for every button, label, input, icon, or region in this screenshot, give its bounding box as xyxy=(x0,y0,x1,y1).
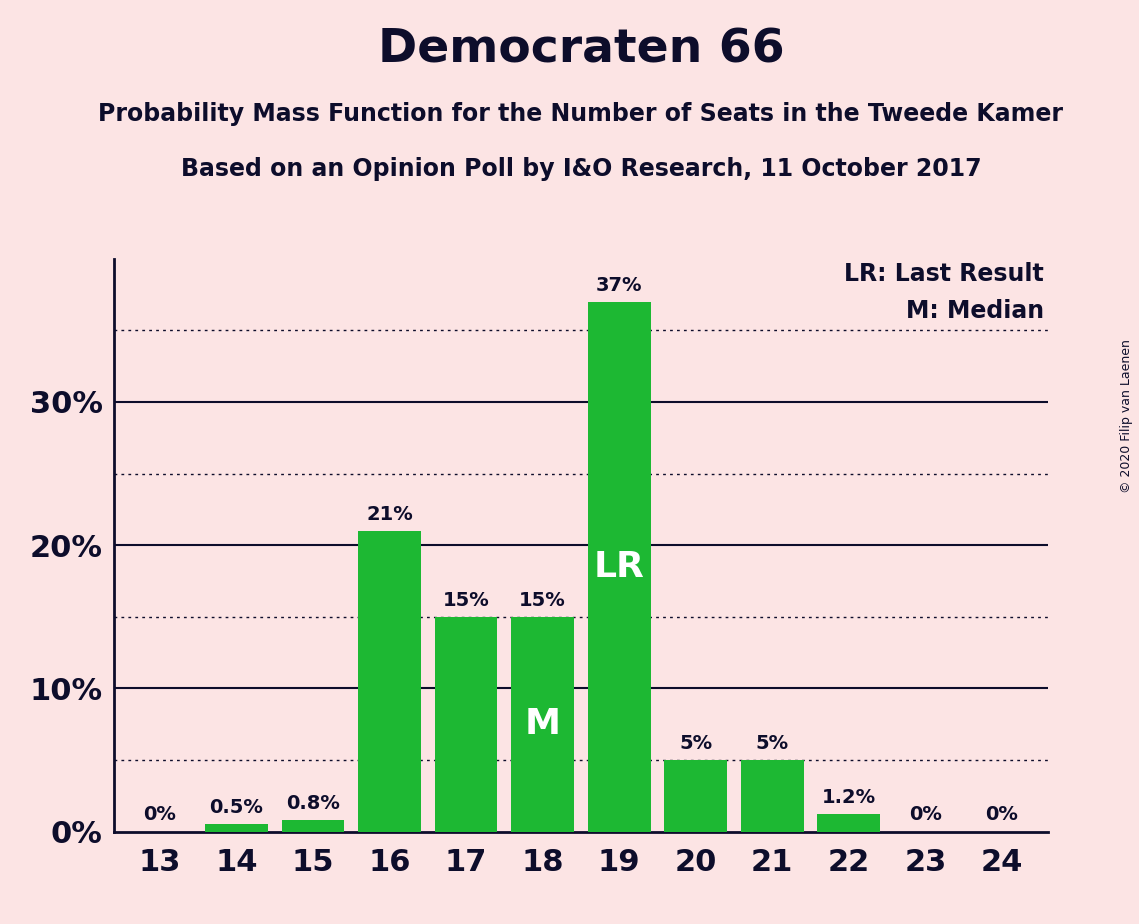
Text: Based on an Opinion Poll by I&O Research, 11 October 2017: Based on an Opinion Poll by I&O Research… xyxy=(181,157,981,181)
Bar xyxy=(511,617,574,832)
Text: 37%: 37% xyxy=(596,275,642,295)
Text: © 2020 Filip van Laenen: © 2020 Filip van Laenen xyxy=(1121,339,1133,492)
Text: 0.5%: 0.5% xyxy=(210,798,263,818)
Text: 1.2%: 1.2% xyxy=(821,788,876,808)
Text: 5%: 5% xyxy=(679,734,712,753)
Bar xyxy=(205,824,268,832)
Text: 0%: 0% xyxy=(144,806,177,824)
Text: Democraten 66: Democraten 66 xyxy=(377,28,785,73)
Text: M: Median: M: Median xyxy=(906,298,1044,322)
Bar xyxy=(435,617,498,832)
Text: 15%: 15% xyxy=(443,590,490,610)
Bar xyxy=(740,760,804,832)
Text: LR: Last Result: LR: Last Result xyxy=(844,261,1044,286)
Text: LR: LR xyxy=(593,550,645,584)
Text: M: M xyxy=(525,707,560,741)
Text: Probability Mass Function for the Number of Seats in the Tweede Kamer: Probability Mass Function for the Number… xyxy=(98,102,1064,126)
Bar xyxy=(358,530,421,832)
Text: 5%: 5% xyxy=(755,734,789,753)
Text: 0%: 0% xyxy=(909,806,942,824)
Bar xyxy=(588,301,650,832)
Text: 21%: 21% xyxy=(366,505,412,524)
Text: 15%: 15% xyxy=(519,590,566,610)
Text: 0%: 0% xyxy=(985,806,1018,824)
Text: 0.8%: 0.8% xyxy=(286,794,339,813)
Bar xyxy=(281,821,344,832)
Bar xyxy=(818,814,880,832)
Bar xyxy=(664,760,727,832)
